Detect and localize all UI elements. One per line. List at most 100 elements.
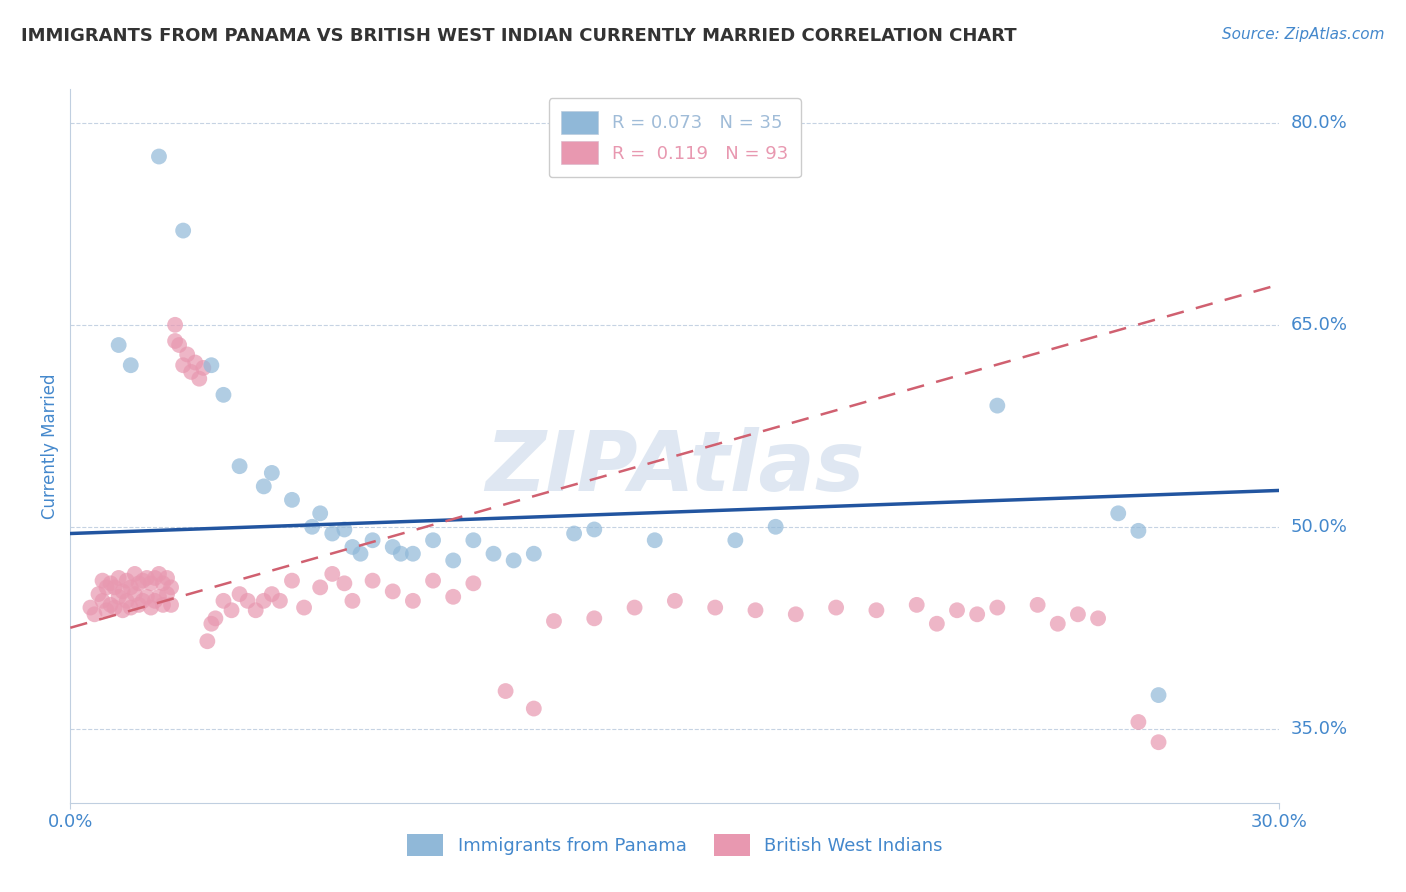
Point <box>204 611 226 625</box>
Point <box>342 594 364 608</box>
Point <box>143 571 166 585</box>
Point <box>152 598 174 612</box>
Point <box>104 600 127 615</box>
Text: 65.0%: 65.0% <box>1291 316 1347 334</box>
Point <box>441 553 464 567</box>
Point <box>482 547 505 561</box>
Point <box>321 526 343 541</box>
Text: ZIPAtlas: ZIPAtlas <box>485 427 865 508</box>
Point <box>236 594 259 608</box>
Point <box>281 574 304 588</box>
Point <box>200 616 222 631</box>
Point <box>1067 607 1090 622</box>
Point <box>200 358 222 372</box>
Point <box>188 372 211 386</box>
Point <box>1147 735 1170 749</box>
Point <box>135 590 157 604</box>
Point <box>1046 616 1069 631</box>
Point <box>463 576 485 591</box>
Point <box>724 533 747 548</box>
Point <box>111 584 134 599</box>
Point <box>502 553 524 567</box>
Point <box>83 607 105 622</box>
Point <box>148 566 170 581</box>
Point <box>128 598 150 612</box>
Point <box>441 590 464 604</box>
Point <box>156 587 179 601</box>
Point <box>148 149 170 163</box>
Point <box>139 600 162 615</box>
Point <box>115 574 138 588</box>
Point <box>495 684 517 698</box>
Point <box>120 358 142 372</box>
Point <box>333 523 356 537</box>
Point <box>172 223 194 237</box>
Point <box>389 547 412 561</box>
Point <box>167 338 190 352</box>
Point <box>100 576 122 591</box>
Point <box>1087 611 1109 625</box>
Point <box>1026 598 1049 612</box>
Point <box>132 594 155 608</box>
Point <box>96 580 118 594</box>
Point <box>87 587 110 601</box>
Point <box>212 594 235 608</box>
Point <box>107 338 129 352</box>
Point <box>402 594 425 608</box>
Point <box>104 580 127 594</box>
Point <box>212 388 235 402</box>
Point <box>664 594 686 608</box>
Text: 35.0%: 35.0% <box>1291 720 1348 738</box>
Point <box>148 590 170 604</box>
Point <box>825 600 848 615</box>
Point <box>165 334 187 348</box>
Point <box>422 533 444 548</box>
Point <box>228 459 250 474</box>
Point <box>865 603 887 617</box>
Point <box>165 318 187 332</box>
Point <box>152 576 174 591</box>
Point <box>128 576 150 591</box>
Point <box>184 355 207 369</box>
Point <box>966 607 988 622</box>
Point <box>115 594 138 608</box>
Point <box>422 574 444 588</box>
Text: 50.0%: 50.0% <box>1291 517 1347 536</box>
Point <box>349 547 371 561</box>
Point <box>946 603 969 617</box>
Point <box>139 576 162 591</box>
Point <box>333 576 356 591</box>
Point <box>986 399 1008 413</box>
Point <box>79 600 101 615</box>
Point <box>228 587 250 601</box>
Point <box>523 701 546 715</box>
Point <box>193 360 215 375</box>
Point <box>91 594 114 608</box>
Point <box>704 600 727 615</box>
Point <box>281 492 304 507</box>
Point <box>143 594 166 608</box>
Point <box>562 526 585 541</box>
Point <box>107 571 129 585</box>
Point <box>543 614 565 628</box>
Point <box>180 365 202 379</box>
Point <box>402 547 425 561</box>
Point <box>245 603 267 617</box>
Point <box>156 571 179 585</box>
Point <box>124 587 146 601</box>
Point <box>195 634 218 648</box>
Point <box>381 584 404 599</box>
Point <box>463 533 485 548</box>
Point <box>176 347 198 361</box>
Point <box>785 607 807 622</box>
Point <box>361 533 384 548</box>
Point <box>986 600 1008 615</box>
Point <box>160 580 183 594</box>
Point <box>905 598 928 612</box>
Point <box>120 580 142 594</box>
Point <box>269 594 291 608</box>
Point <box>260 587 283 601</box>
Point <box>135 571 157 585</box>
Point <box>925 616 948 631</box>
Point <box>765 520 787 534</box>
